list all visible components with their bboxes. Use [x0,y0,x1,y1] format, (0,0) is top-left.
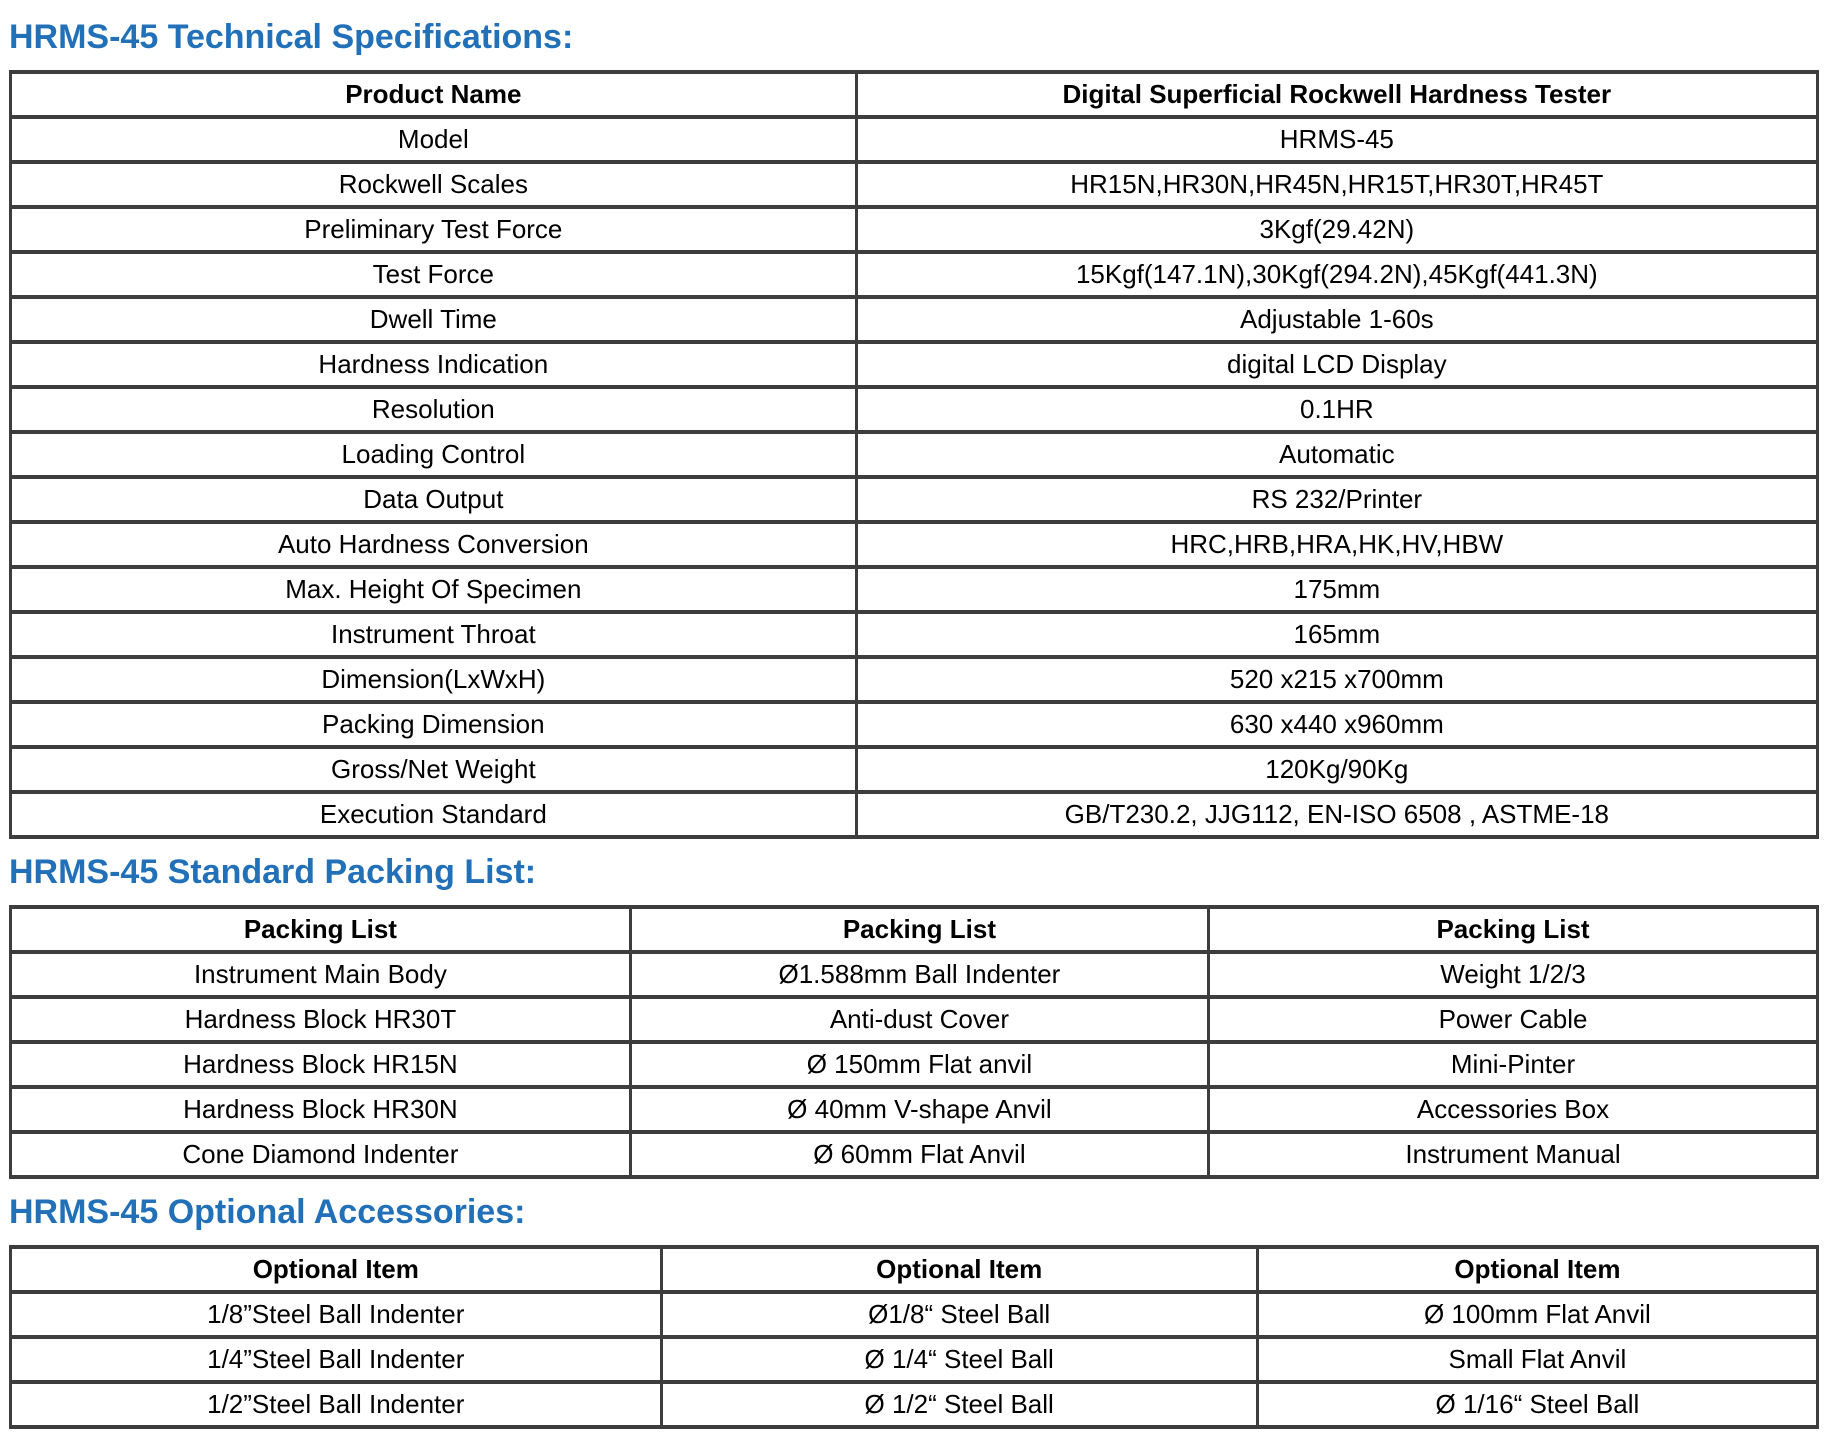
spec-value-cell: 15Kgf(147.1N),30Kgf(294.2N),45Kgf(441.3N… [854,250,1820,299]
spec-label-cell: Max. Height Of Specimen [9,565,858,614]
spec-value-cell: HRC,HRB,HRA,HK,HV,HBW [854,520,1820,569]
spec-value-cell: 3Kgf(29.42N) [854,205,1820,254]
packing-cell: Cone Diamond Indenter [9,1130,632,1179]
section-heading-packing: HRMS-45 Standard Packing List: [9,853,537,891]
spec-value-cell: 175mm [854,565,1820,614]
section-heading-optional: HRMS-45 Optional Accessories: [9,1193,526,1231]
optional-header-cell: Optional Item [659,1245,1259,1294]
spec-value-cell: 520 x215 x700mm [854,655,1820,704]
optional-cell: Ø 1/2“ Steel Ball [659,1380,1259,1429]
spec-header-value-cell: Digital Superficial Rockwell Hardness Te… [854,70,1820,119]
spec-header-name-cell: Product Name [9,70,858,119]
packing-header-cell: Packing List [1207,905,1819,954]
spec-label-cell: Gross/Net Weight [9,745,858,794]
spec-label-cell: Test Force [9,250,858,299]
packing-cell: Ø 150mm Flat anvil [628,1040,1211,1089]
spec-label-cell: Data Output [9,475,858,524]
packing-cell: Hardness Block HR30T [9,995,632,1044]
optional-cell: Ø 100mm Flat Anvil [1255,1290,1820,1339]
spec-value-cell: 630 x440 x960mm [854,700,1820,749]
table-row: Model HRMS-45 [9,115,1820,164]
spec-value-cell: 0.1HR [854,385,1820,434]
spec-value-cell: Automatic [854,430,1820,479]
table-header-row: Packing List Packing List Packing List [9,905,1819,954]
optional-header-cell: Optional Item [9,1245,663,1294]
spec-value-cell: HR15N,HR30N,HR45N,HR15T,HR30T,HR45T [854,160,1820,209]
spec-label-cell: Dimension(LxWxH) [9,655,858,704]
spec-label-cell: Loading Control [9,430,858,479]
packing-cell: Instrument Manual [1207,1130,1819,1179]
packing-header-cell: Packing List [9,905,632,954]
packing-cell: Weight 1/2/3 [1207,950,1819,999]
table-row: Hardness Block HR30N Ø 40mm V-shape Anvi… [9,1085,1819,1134]
packing-cell: Instrument Main Body [9,950,632,999]
table-row: Hardness Block HR15N Ø 150mm Flat anvil … [9,1040,1819,1089]
table-row: Hardness Indication digital LCD Display [9,340,1820,389]
table-row: Test Force 15Kgf(147.1N),30Kgf(294.2N),4… [9,250,1820,299]
spec-label-cell: Preliminary Test Force [9,205,858,254]
table-header-row: Optional Item Optional Item Optional Ite… [9,1245,1820,1294]
table-row: 1/4”Steel Ball Indenter Ø 1/4“ Steel Bal… [9,1335,1820,1384]
optional-cell: Ø1/8“ Steel Ball [659,1290,1259,1339]
spec-value-cell: 120Kg/90Kg [854,745,1820,794]
spec-value-cell: Adjustable 1-60s [854,295,1820,344]
spec-value-cell: HRMS-45 [854,115,1820,164]
packing-table: Packing List Packing List Packing List I… [9,905,1819,1179]
table-row: Loading Control Automatic [9,430,1820,479]
packing-header-cell: Packing List [628,905,1211,954]
spec-label-cell: Execution Standard [9,790,858,839]
table-row: Dwell Time Adjustable 1-60s [9,295,1820,344]
table-row: Max. Height Of Specimen 175mm [9,565,1820,614]
packing-cell: Anti-dust Cover [628,995,1211,1044]
packing-cell: Hardness Block HR30N [9,1085,632,1134]
specs-table: Product Name Digital Superficial Rockwel… [9,70,1820,839]
spec-label-cell: Auto Hardness Conversion [9,520,858,569]
packing-cell: Hardness Block HR15N [9,1040,632,1089]
table-row: Instrument Main Body Ø1.588mm Ball Inden… [9,950,1819,999]
optional-cell: Small Flat Anvil [1255,1335,1820,1384]
packing-cell: Power Cable [1207,995,1819,1044]
table-row: 1/8”Steel Ball Indenter Ø1/8“ Steel Ball… [9,1290,1820,1339]
table-row: Hardness Block HR30T Anti-dust Cover Pow… [9,995,1819,1044]
table-row: Instrument Throat 165mm [9,610,1820,659]
spec-label-cell: Resolution [9,385,858,434]
spec-label-cell: Packing Dimension [9,700,858,749]
table-header-row: Product Name Digital Superficial Rockwel… [9,70,1820,119]
optional-cell: 1/2”Steel Ball Indenter [9,1380,663,1429]
table-row: Execution Standard GB/T230.2, JJG112, EN… [9,790,1820,839]
packing-cell: Ø1.588mm Ball Indenter [628,950,1211,999]
packing-cell: Ø 40mm V-shape Anvil [628,1085,1211,1134]
spec-value-cell: RS 232/Printer [854,475,1820,524]
packing-cell: Ø 60mm Flat Anvil [628,1130,1211,1179]
packing-cell: Mini-Pinter [1207,1040,1819,1089]
table-row: Dimension(LxWxH) 520 x215 x700mm [9,655,1820,704]
table-row: Gross/Net Weight 120Kg/90Kg [9,745,1820,794]
table-row: Preliminary Test Force 3Kgf(29.42N) [9,205,1820,254]
optional-cell: Ø 1/16“ Steel Ball [1255,1380,1820,1429]
spec-value-cell: GB/T230.2, JJG112, EN-ISO 6508 , ASTME-1… [854,790,1820,839]
table-row: Auto Hardness Conversion HRC,HRB,HRA,HK,… [9,520,1820,569]
spec-value-cell: 165mm [854,610,1820,659]
spec-label-cell: Model [9,115,858,164]
table-row: Cone Diamond Indenter Ø 60mm Flat Anvil … [9,1130,1819,1179]
packing-cell: Accessories Box [1207,1085,1819,1134]
spec-value-cell: digital LCD Display [854,340,1820,389]
spec-label-cell: Dwell Time [9,295,858,344]
section-heading-specs: HRMS-45 Technical Specifications: [9,18,574,56]
optional-cell: 1/8”Steel Ball Indenter [9,1290,663,1339]
table-row: Data Output RS 232/Printer [9,475,1820,524]
table-row: 1/2”Steel Ball Indenter Ø 1/2“ Steel Bal… [9,1380,1820,1429]
table-row: Rockwell Scales HR15N,HR30N,HR45N,HR15T,… [9,160,1820,209]
table-row: Packing Dimension 630 x440 x960mm [9,700,1820,749]
spec-label-cell: Instrument Throat [9,610,858,659]
table-row: Resolution 0.1HR [9,385,1820,434]
optional-header-cell: Optional Item [1255,1245,1820,1294]
spec-label-cell: Hardness Indication [9,340,858,389]
optional-table: Optional Item Optional Item Optional Ite… [9,1245,1820,1429]
spec-label-cell: Rockwell Scales [9,160,858,209]
optional-cell: 1/4”Steel Ball Indenter [9,1335,663,1384]
optional-cell: Ø 1/4“ Steel Ball [659,1335,1259,1384]
